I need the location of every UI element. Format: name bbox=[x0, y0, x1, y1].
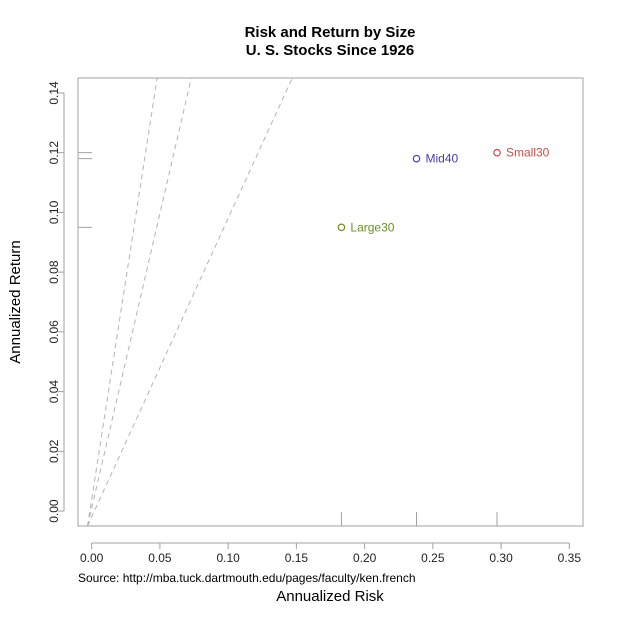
point-large30 bbox=[337, 223, 346, 232]
x-tick-label: 0.00 bbox=[80, 551, 104, 565]
reference-line-1 bbox=[87, 78, 158, 526]
x-tick-label: 0.10 bbox=[216, 551, 240, 565]
x-axis-label: Annualized Risk bbox=[276, 588, 384, 605]
point-label-mid40: Mid40 bbox=[425, 152, 458, 166]
x-tick-label: 0.15 bbox=[285, 551, 309, 565]
x-tick-label: 0.25 bbox=[421, 551, 445, 565]
reference-lines bbox=[87, 78, 293, 526]
y-axis-label: Annualized Return bbox=[7, 240, 24, 363]
x-axis: 0.00 0.05 0.10 0.15 0.20 0.25 0.30 0.35 bbox=[80, 542, 582, 565]
point-label-large30: Large30 bbox=[350, 220, 394, 234]
reference-line-2 bbox=[87, 78, 192, 526]
source-note: Source: http://mba.tuck.dartmouth.edu/pa… bbox=[78, 571, 416, 585]
chart-subtitle: U. S. Stocks Since 1926 bbox=[246, 42, 414, 59]
chart-title: Risk and Return by Size bbox=[245, 24, 416, 41]
marginal-rug-ticks bbox=[78, 152, 498, 526]
y-tick-label: 0.12 bbox=[47, 141, 61, 165]
y-tick-label: 0.08 bbox=[47, 260, 61, 284]
x-tick-label: 0.30 bbox=[489, 551, 513, 565]
y-tick-label: 0.14 bbox=[47, 81, 61, 105]
y-tick-label: 0.06 bbox=[47, 320, 61, 344]
data-points: Large30 Mid40 Small30 bbox=[337, 146, 550, 234]
x-tick-label: 0.05 bbox=[148, 551, 172, 565]
y-tick-label: 0.02 bbox=[47, 439, 61, 463]
x-tick-label: 0.20 bbox=[353, 551, 377, 565]
point-small30 bbox=[493, 148, 501, 157]
reference-line-3 bbox=[87, 78, 293, 526]
point-mid40 bbox=[412, 154, 421, 163]
x-tick-label: 0.35 bbox=[558, 551, 582, 565]
y-tick-label: 0.10 bbox=[47, 200, 61, 224]
y-axis: 0.00 0.02 0.04 0.06 0.08 0.10 0.12 0.14 bbox=[47, 81, 65, 523]
y-tick-label: 0.00 bbox=[47, 499, 61, 523]
plot-frame bbox=[77, 77, 584, 527]
y-tick-label: 0.04 bbox=[47, 380, 61, 404]
point-label-small30: Small30 bbox=[506, 146, 550, 160]
